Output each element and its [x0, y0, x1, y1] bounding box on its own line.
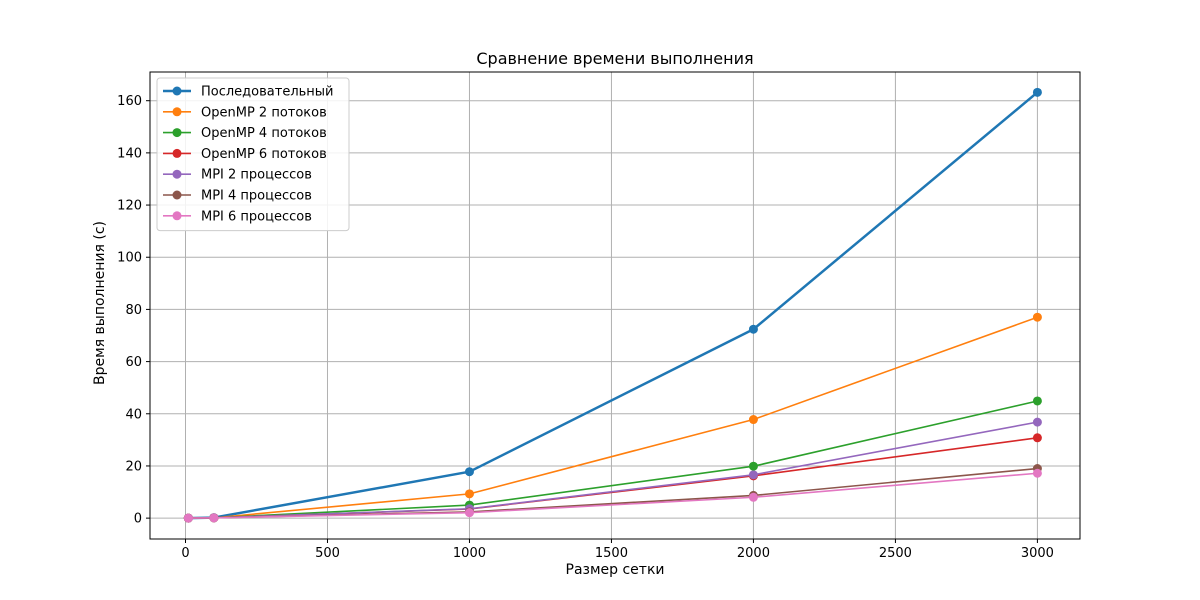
legend-marker: [172, 86, 182, 96]
y-tick-label: 140: [117, 146, 142, 161]
y-tick-label: 20: [125, 459, 142, 474]
data-point: [1032, 87, 1042, 97]
legend-label: MPI 2 процессов: [201, 168, 312, 183]
y-tick-label: 100: [117, 251, 142, 266]
x-tick-label: 1500: [595, 546, 628, 561]
data-point: [748, 492, 758, 502]
data-point: [748, 415, 758, 425]
legend: Последовательный OpenMP 2 потоков OpenMP 4…: [156, 77, 350, 232]
data-point: [464, 508, 474, 518]
legend-marker: [172, 169, 182, 179]
data-point: [1032, 433, 1042, 443]
y-tick-label: 0: [134, 512, 142, 527]
data-point: [748, 324, 758, 334]
legend-marker: [172, 128, 182, 138]
y-tick-label: 120: [117, 199, 142, 214]
axis-ticks: 0 500 1000 1500 2000 2500 3000 0 20 40 60 80 100 120 1…: [117, 94, 1054, 561]
y-axis-title: Время выполнения (с): [92, 221, 108, 385]
legend-marker: [172, 211, 182, 221]
legend-label: MPI 4 процессов: [201, 189, 312, 204]
legend-label: Последовательный: [201, 85, 334, 100]
plot-frame: [149, 71, 1081, 540]
x-tick-label: 2000: [737, 546, 770, 561]
data-point: [464, 489, 474, 499]
data-point: [1032, 468, 1042, 478]
data-point: [209, 513, 219, 523]
data-point: [183, 513, 193, 523]
data-point: [1032, 396, 1042, 406]
data-point: [748, 461, 758, 471]
y-tick-label: 160: [117, 94, 142, 109]
series-group: [183, 87, 1042, 523]
legend-marker: [172, 107, 182, 117]
y-tick-label: 60: [125, 355, 142, 370]
x-tick-label: 2500: [879, 546, 912, 561]
x-tick-label: 1000: [453, 546, 486, 561]
x-tick-label: 3000: [1021, 546, 1054, 561]
legend-marker: [172, 190, 182, 200]
y-tick-label: 40: [125, 407, 142, 422]
data-point: [748, 470, 758, 480]
legend-label: OpenMP 6 потоков: [201, 147, 327, 162]
legend-label: OpenMP 4 потоков: [201, 126, 327, 141]
data-point: [1032, 417, 1042, 427]
x-tick-label: 500: [315, 546, 340, 561]
legend-box: [156, 77, 350, 232]
chart-title: Сравнение времени выполнения: [476, 49, 753, 68]
legend-marker: [172, 148, 182, 158]
legend-label: OpenMP 2 потоков: [201, 105, 327, 120]
legend-label: MPI 6 процессов: [201, 209, 312, 224]
x-tick-label: 0: [181, 546, 189, 561]
x-axis-title: Размер сетки: [566, 562, 665, 578]
y-tick-label: 80: [125, 303, 142, 318]
data-point: [1032, 312, 1042, 322]
series-group-item: [183, 468, 1042, 523]
grid: [150, 72, 1080, 539]
data-point: [464, 467, 474, 477]
